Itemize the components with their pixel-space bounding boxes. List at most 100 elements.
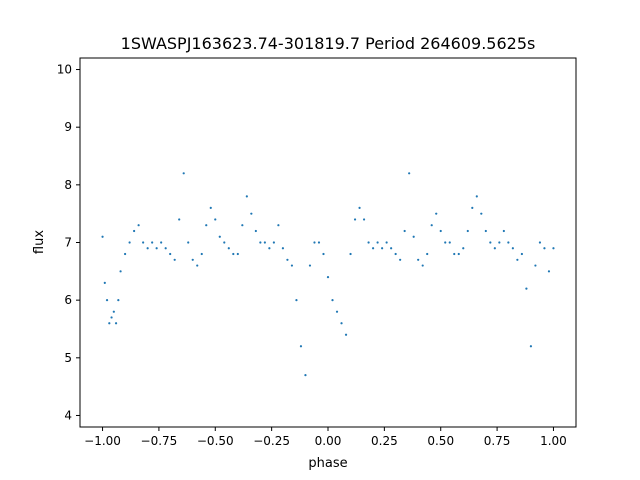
data-point [493,247,496,250]
data-point [390,247,393,250]
data-point [457,252,460,256]
data-point [227,247,230,250]
y-tick-label: 10 [57,63,72,77]
data-point [444,241,447,244]
data-point [101,235,104,238]
data-point [281,247,285,250]
data-point [498,241,501,244]
data-point [178,218,181,221]
data-point [381,247,384,250]
data-point [146,247,149,250]
data-point [489,241,492,244]
data-point [259,241,262,244]
data-point [349,252,352,256]
data-point [108,322,111,325]
data-point [529,345,533,348]
data-point [164,247,167,250]
data-point [123,252,127,256]
data-point [250,212,253,215]
data-point [335,310,339,313]
y-tick-label: 7 [64,236,72,250]
data-point [358,206,361,210]
x-tick-label: 1.00 [540,434,567,448]
data-point [353,218,357,221]
data-point [133,229,136,233]
data-point [534,264,537,267]
data-point [114,322,118,325]
data-point [286,258,289,261]
data-point [245,195,248,198]
data-point [110,316,113,319]
data-point [169,252,172,256]
data-point [277,224,280,227]
data-point [399,258,402,261]
data-point [520,252,523,256]
y-tick-label: 8 [64,178,72,192]
data-point [187,241,190,244]
data-point [543,247,546,250]
data-point [191,258,194,261]
x-axis-ticks: −1.00 −0.75 −0.50 −0.25 0.00 0.25 0.50 0.75 1.00 [84,427,567,448]
data-point [160,241,163,244]
data-point [142,241,145,244]
data-point [421,264,424,267]
y-tick-label: 6 [64,293,72,307]
data-point [453,252,456,256]
data-point [448,241,451,244]
data-point [516,258,519,261]
chart-title: 1SWASPJ163623.74-301819.7 Period 264609.… [121,34,536,53]
data-point [507,241,510,244]
data-point [480,212,483,215]
data-point [295,299,298,302]
data-point [214,218,217,221]
data-point [236,252,239,256]
x-tick-label: −0.75 [141,434,178,448]
data-point [322,252,325,256]
data-point [128,241,131,244]
data-points [101,172,555,377]
data-point [200,252,203,256]
data-point [371,247,375,250]
x-tick-label: −1.00 [84,434,121,448]
data-point [155,247,158,250]
data-point [484,229,487,233]
y-tick-label: 9 [64,120,72,134]
x-tick-label: −0.50 [197,434,234,448]
data-point [151,241,154,244]
data-point [462,247,465,250]
data-point [105,299,109,302]
data-point [317,241,321,244]
data-point [344,333,348,336]
data-point [241,224,244,227]
data-point [173,258,176,261]
x-tick-label: 0.25 [371,434,398,448]
data-point [408,172,411,175]
data-point [304,374,307,377]
x-axis-label: phase [308,456,347,471]
x-tick-label: −0.25 [253,434,290,448]
data-point [205,224,208,227]
y-axis-ticks: 4 5 6 7 8 9 10 [57,63,80,422]
data-point [272,241,275,244]
data-point [340,322,343,325]
data-point [299,345,303,348]
data-point [137,224,140,227]
data-point [385,241,388,244]
data-point [376,241,379,244]
data-point [525,287,528,290]
data-point [435,212,438,215]
data-point [412,235,415,238]
data-point [552,247,555,250]
data-point [254,229,257,233]
data-point [362,218,366,221]
data-point [426,252,429,256]
x-tick-label: 0.75 [484,434,511,448]
data-point [263,241,266,244]
data-point [103,281,106,284]
data-point [308,264,312,267]
data-point [502,229,505,233]
data-point [547,270,551,273]
